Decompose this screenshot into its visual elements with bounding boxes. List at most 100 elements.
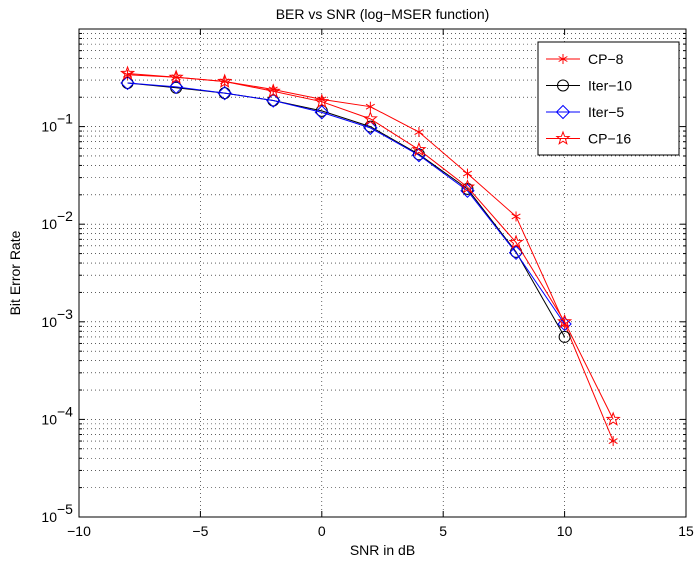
series-point xyxy=(459,179,476,194)
series-point-shape xyxy=(266,93,281,108)
series-point-shape xyxy=(411,141,427,157)
x-tick-label: 0 xyxy=(318,523,326,539)
series-point-stroke xyxy=(511,213,521,220)
legend-marker-stroke xyxy=(558,56,568,62)
series-line xyxy=(127,73,614,420)
series-point-stroke xyxy=(317,96,327,103)
series-point-shape xyxy=(120,65,136,80)
series-point xyxy=(267,94,280,107)
series-point xyxy=(314,93,330,109)
series-point-stroke xyxy=(268,86,278,93)
series-point xyxy=(557,313,573,329)
series-point-shape xyxy=(218,87,231,100)
y-tick-label-exponent: −3 xyxy=(57,306,73,322)
series-1 xyxy=(121,76,571,343)
legend-label: CP−16 xyxy=(588,131,631,147)
y-tick-label: 10 xyxy=(41,509,57,525)
series-point xyxy=(608,436,618,447)
series-point-shape xyxy=(168,69,184,84)
y-axis-label: Bit Error Rate xyxy=(7,230,23,315)
series-point-shape xyxy=(267,94,280,107)
series-point xyxy=(414,127,424,138)
series-point-shape xyxy=(314,105,330,120)
x-tick-label: −5 xyxy=(192,523,208,539)
series-point-stroke xyxy=(414,129,424,135)
series-point-stroke xyxy=(608,438,618,444)
series-point xyxy=(511,211,521,222)
series-point-stroke xyxy=(462,170,473,177)
series-point-shape xyxy=(120,75,135,91)
series-point xyxy=(168,79,184,95)
series-point xyxy=(508,234,524,249)
series-point xyxy=(217,85,232,101)
x-tick-label: 10 xyxy=(557,523,573,539)
legend-entry: Iter−10 xyxy=(546,78,632,94)
legend-marker xyxy=(555,104,571,120)
series-point xyxy=(168,69,184,84)
series-point xyxy=(460,183,475,198)
x-tick-label: 5 xyxy=(439,523,447,539)
series-point xyxy=(558,330,571,343)
series-point-shape xyxy=(557,313,573,329)
series-point-shape xyxy=(265,83,281,98)
x-tick-label: 15 xyxy=(678,523,694,539)
series-point xyxy=(365,101,375,112)
series-point-shape xyxy=(508,234,524,249)
series-point-shape xyxy=(508,245,524,260)
series-point-shape xyxy=(168,79,184,95)
series-point xyxy=(362,110,378,126)
series-line xyxy=(127,82,566,325)
y-tick-label: 10 xyxy=(41,216,57,232)
legend-entry: CP−8 xyxy=(546,51,624,67)
legend-marker-shape xyxy=(557,79,569,92)
series-point xyxy=(461,182,474,195)
legend-marker-shape xyxy=(555,104,571,120)
legend-label: CP−8 xyxy=(588,51,624,67)
series-point xyxy=(120,75,135,91)
series-point xyxy=(314,105,330,120)
series-point-stroke xyxy=(365,103,375,110)
series-point xyxy=(462,168,473,179)
legend-label: Iter−5 xyxy=(588,104,624,120)
chart-title: BER vs SNR (log−MSER function) xyxy=(276,6,490,22)
series-point xyxy=(411,141,427,157)
legend-label: Iter−10 xyxy=(588,78,632,94)
series-point xyxy=(363,120,378,136)
series-point xyxy=(265,83,281,98)
legend: CP−8 Iter−10 Iter−5 CP−16 xyxy=(537,41,680,156)
y-tick-label-exponent: −5 xyxy=(57,501,73,517)
grid-layer xyxy=(79,29,686,517)
y-tick-label-exponent: −2 xyxy=(57,208,73,224)
y-tick-label: 10 xyxy=(41,411,57,427)
series-point-shape xyxy=(217,73,233,88)
series-line xyxy=(127,82,566,338)
series-point-shape xyxy=(461,182,474,195)
series-point-shape xyxy=(605,411,621,426)
y-tick-label-exponent: −4 xyxy=(57,403,73,419)
series-point xyxy=(218,87,231,100)
legend-entry: Iter−5 xyxy=(546,104,624,120)
legend-entry: CP−16 xyxy=(546,131,631,147)
series-point-shape xyxy=(217,85,232,101)
series-point-shape xyxy=(459,179,476,194)
x-tick-label: −10 xyxy=(67,523,91,539)
series-point xyxy=(217,73,233,88)
legend-marker xyxy=(557,79,569,92)
y-tick-label: 10 xyxy=(41,119,57,135)
series-point-shape xyxy=(314,93,330,109)
series-point xyxy=(605,411,621,426)
legend-marker xyxy=(555,130,571,145)
series-point xyxy=(120,65,136,80)
x-axis-label: SNR in dB xyxy=(350,542,415,558)
series-point-shape xyxy=(460,183,475,198)
legend-marker-shape xyxy=(555,130,571,145)
series-point-shape xyxy=(362,110,378,126)
series-point xyxy=(266,93,281,108)
series-point-shape xyxy=(363,120,378,136)
y-tick-label: 10 xyxy=(41,314,57,330)
y-tick-label-exponent: −1 xyxy=(57,111,73,127)
series-point-shape xyxy=(558,330,571,343)
